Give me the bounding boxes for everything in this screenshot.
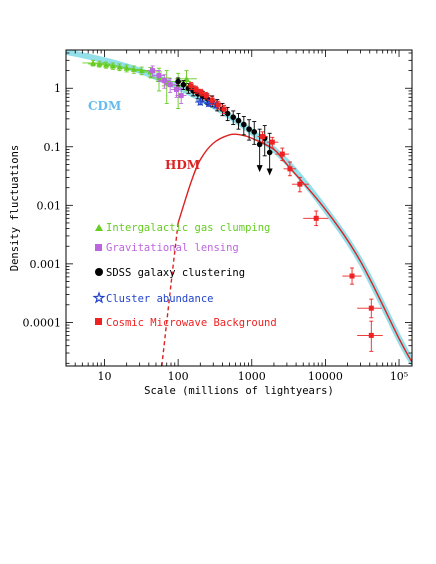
- y-tick-label: 0.1: [44, 141, 62, 154]
- point-sdss-marker: [246, 126, 252, 132]
- point-sdss-marker: [235, 117, 242, 124]
- point-sdss-marker: [180, 81, 187, 88]
- point-cmb-marker: [260, 133, 266, 139]
- legend-label-sdss: SDSS galaxy clustering: [106, 267, 245, 279]
- curve-label-cdm: CDM: [88, 99, 121, 113]
- point-cmb-marker: [297, 181, 303, 187]
- point-lensing-marker: [178, 93, 184, 99]
- legend-entry-cmb: Cosmic Microwave Background: [95, 317, 277, 329]
- triangle-marker-icon: [95, 224, 103, 231]
- y-tick-label: 0.01: [37, 199, 62, 212]
- legend: Intergalactic gas clumping Gravitational…: [92, 222, 277, 329]
- point-lensing-marker: [161, 78, 167, 84]
- x-axis-title: Scale (millions of lightyears): [144, 385, 334, 397]
- point-cmb-marker: [193, 87, 199, 93]
- y-axis-title: Density fluctuations: [9, 145, 21, 271]
- point-lensing-marker: [173, 87, 179, 93]
- curve-hdm-dashed: [161, 222, 179, 366]
- y-tick-labels: 1 0.1 0.01 0.001 0.0001: [23, 82, 62, 329]
- point-cmb-marker: [215, 102, 221, 108]
- legend-label-gas: Intergalactic gas clumping: [106, 222, 270, 234]
- x-tick-label: 10000: [308, 370, 343, 383]
- axis-ticks: [65, 50, 412, 366]
- data-points: [82, 59, 383, 352]
- legend-label-lensing: Gravitational lensing: [106, 242, 239, 254]
- legend-entry-cluster: Cluster abundance: [92, 291, 213, 305]
- point-lensing-marker: [156, 73, 162, 79]
- x-tick-label: 1000: [238, 370, 266, 383]
- y-tick-label: 0.0001: [23, 316, 62, 329]
- point-cmb-marker: [368, 305, 374, 311]
- point-lensing-marker: [150, 68, 156, 74]
- point-cmb-marker: [368, 332, 374, 338]
- point-cmb-marker: [198, 89, 204, 95]
- point-cmb-marker: [287, 166, 293, 172]
- y-tick-label: 0.001: [30, 258, 62, 271]
- legend-entry-gas: Intergalactic gas clumping: [95, 222, 270, 234]
- point-cmb-marker: [209, 97, 215, 103]
- point-cmb-marker: [313, 215, 319, 221]
- point-gas-marker: [183, 75, 190, 82]
- point-sdss-marker: [256, 141, 263, 148]
- legend-entry-lensing: Gravitational lensing: [95, 242, 239, 254]
- point-sdss-marker: [251, 129, 258, 135]
- x-tick-label: 10⁵: [390, 370, 408, 383]
- square-marker-icon: [95, 318, 102, 325]
- x-tick-label: 100: [168, 370, 189, 383]
- point-sdss-marker: [224, 110, 231, 117]
- point-sdss-marker: [266, 149, 273, 156]
- star-marker-icon: [92, 291, 106, 304]
- point-sdss-marker: [230, 114, 237, 121]
- curve-label-hdm: HDM: [165, 158, 200, 172]
- legend-label-cluster: Cluster abundance: [106, 293, 213, 305]
- square-marker-icon: [95, 244, 102, 251]
- curve-hdm: [177, 133, 412, 363]
- circle-marker-icon: [95, 268, 103, 276]
- point-cmb-marker: [221, 106, 227, 112]
- point-cmb-marker: [269, 139, 275, 145]
- point-cmb-marker: [188, 83, 194, 89]
- point-sdss-marker: [241, 121, 247, 128]
- point-sdss-upper-limit-arrow: [256, 165, 263, 173]
- point-cluster-marker: [195, 97, 206, 107]
- point-lensing-marker: [167, 82, 173, 88]
- legend-label-cmb: Cosmic Microwave Background: [106, 317, 277, 329]
- point-sdss-upper-limit-arrow: [266, 168, 273, 176]
- y-tick-label: 1: [54, 82, 61, 95]
- legend-entry-sdss: SDSS galaxy clustering: [95, 267, 245, 279]
- point-cmb-marker: [279, 151, 285, 157]
- point-sdss-marker: [175, 78, 181, 85]
- x-tick-label: 10: [98, 370, 112, 383]
- point-cmb-marker: [349, 273, 355, 279]
- point-cmb-marker: [203, 93, 209, 99]
- x-tick-labels: 10 100 1000 10000 10⁵: [98, 370, 409, 383]
